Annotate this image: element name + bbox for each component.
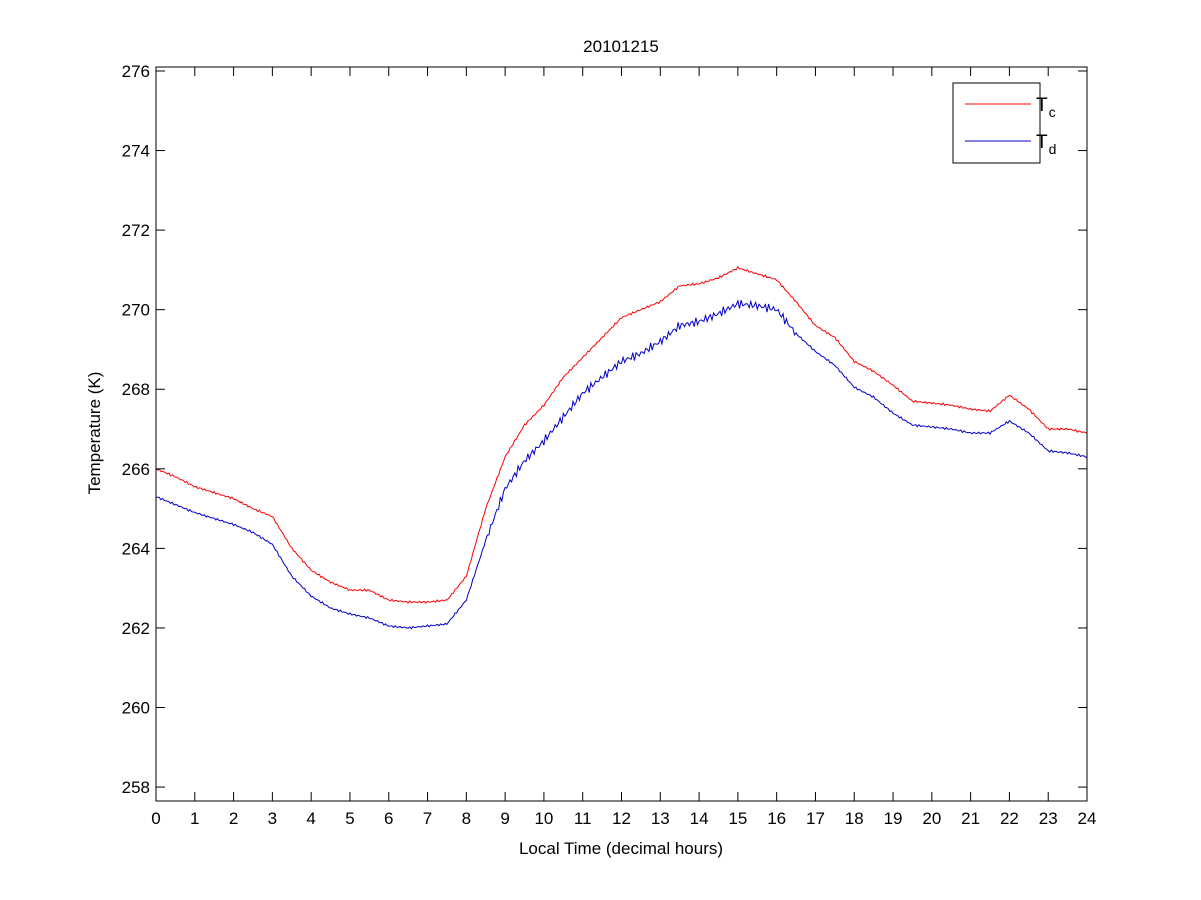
x-tick-label: 2 (229, 809, 238, 828)
x-tick-label: 16 (767, 809, 786, 828)
x-tick-label: 17 (806, 809, 825, 828)
x-tick-label: 13 (651, 809, 670, 828)
x-tick-label: 22 (1000, 809, 1019, 828)
y-tick-label: 258 (122, 778, 150, 797)
y-tick-label: 268 (122, 380, 150, 399)
x-tick-label: 1 (190, 809, 199, 828)
x-tick-label: 20 (922, 809, 941, 828)
y-tick-label: 266 (122, 460, 150, 479)
plot-area (155, 265, 1088, 630)
x-tick-label: 5 (345, 809, 354, 828)
x-tick-label: 4 (306, 809, 315, 828)
legend-label-tc: Tc (1036, 95, 1056, 120)
y-tick-label: 274 (122, 142, 150, 161)
x-tick-label: 9 (500, 809, 509, 828)
x-tick-label: 8 (462, 809, 471, 828)
x-tick-label: 15 (728, 809, 747, 828)
legend-box (952, 82, 1041, 164)
y-axis-label: Temperature (K) (85, 372, 104, 495)
series-line-td (155, 299, 1088, 630)
x-tick-label: 0 (151, 809, 160, 828)
y-tick-label: 272 (122, 221, 150, 240)
x-axis-label: Local Time (decimal hours) (519, 839, 723, 858)
x-tick-label: 18 (845, 809, 864, 828)
axis-ticks: 0 1 2 3 4 5 6 7 8 9 10 11 12 13 14 15 16 17 18 19 20 21 22 23 24… (122, 62, 1097, 828)
y-tick-label: 260 (122, 699, 150, 718)
x-tick-label: 6 (384, 809, 393, 828)
x-tick-label: 23 (1039, 809, 1058, 828)
x-tick-label: 3 (268, 809, 277, 828)
chart-title: 20101215 (583, 37, 659, 56)
y-tick-label: 264 (122, 539, 150, 558)
y-tick-label: 276 (122, 62, 150, 81)
legend: Tc Td (952, 82, 1056, 164)
x-tick-label: 19 (884, 809, 903, 828)
legend-label-td: Td (1036, 132, 1056, 157)
x-tick-label: 11 (574, 809, 592, 828)
axes-frame (155, 66, 1088, 802)
x-tick-label: 10 (534, 809, 553, 828)
series-line-tc (155, 265, 1088, 604)
x-tick-label: 12 (612, 809, 631, 828)
x-tick-label: 7 (423, 809, 432, 828)
y-tick-label: 270 (122, 301, 150, 320)
x-tick-label: 24 (1078, 809, 1097, 828)
x-tick-label: 14 (690, 809, 709, 828)
x-tick-label: 21 (961, 809, 980, 828)
y-tick-label: 262 (122, 619, 150, 638)
